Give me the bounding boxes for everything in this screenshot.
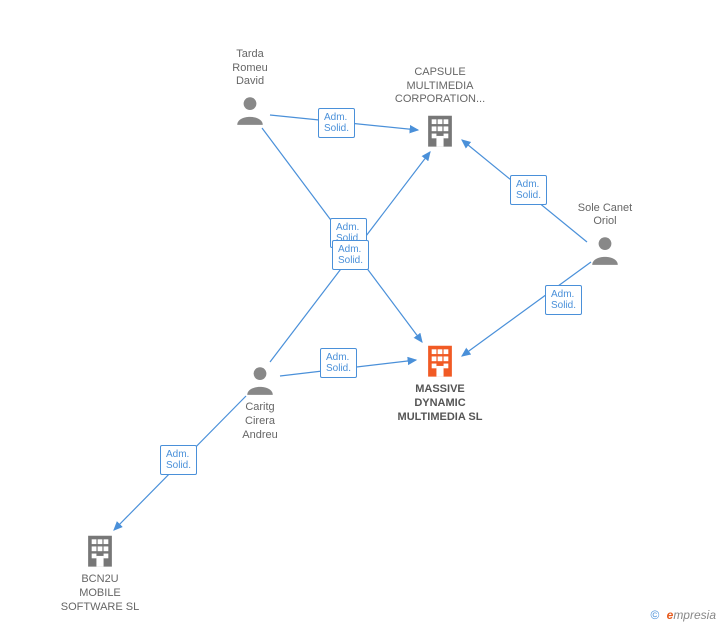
node-label: BCN2U MOBILE SOFTWARE SL xyxy=(61,573,139,614)
building-icon xyxy=(61,531,139,569)
copyright-symbol: © xyxy=(650,608,659,622)
edge-label: Adm. Solid. xyxy=(320,348,357,378)
brand-rest: mpresia xyxy=(673,608,716,622)
node-tarda: Tarda Romeu David xyxy=(232,48,267,127)
edge-label: Adm. Solid. xyxy=(545,285,582,315)
edge-label: Adm. Solid. xyxy=(332,240,369,270)
node-label: MASSIVE DYNAMIC MULTIMEDIA SL xyxy=(398,383,483,424)
person-icon xyxy=(578,233,632,267)
node-massive: MASSIVE DYNAMIC MULTIMEDIA SL xyxy=(398,341,483,424)
node-capsule: CAPSULE MULTIMEDIA CORPORATION... xyxy=(395,66,485,149)
edge-label: Adm. Solid. xyxy=(318,108,355,138)
edge-label: Adm. Solid. xyxy=(510,175,547,205)
node-label: Caritg Cirera Andreu xyxy=(242,401,277,442)
diagram-canvas: { "diagram": { "type": "network", "canva… xyxy=(0,0,728,630)
building-icon xyxy=(398,341,483,379)
node-bcn2u: BCN2U MOBILE SOFTWARE SL xyxy=(61,531,139,614)
person-icon xyxy=(242,363,277,397)
node-label: Sole Canet Oriol xyxy=(578,202,632,230)
building-icon xyxy=(395,111,485,149)
person-icon xyxy=(232,93,267,127)
node-caritg: Caritg Cirera Andreu xyxy=(242,363,277,442)
node-label: Tarda Romeu David xyxy=(232,48,267,89)
node-label: CAPSULE MULTIMEDIA CORPORATION... xyxy=(395,66,485,107)
node-sole: Sole Canet Oriol xyxy=(578,202,632,268)
edge-label: Adm. Solid. xyxy=(160,445,197,475)
footer-credit: © empresia xyxy=(650,608,716,622)
